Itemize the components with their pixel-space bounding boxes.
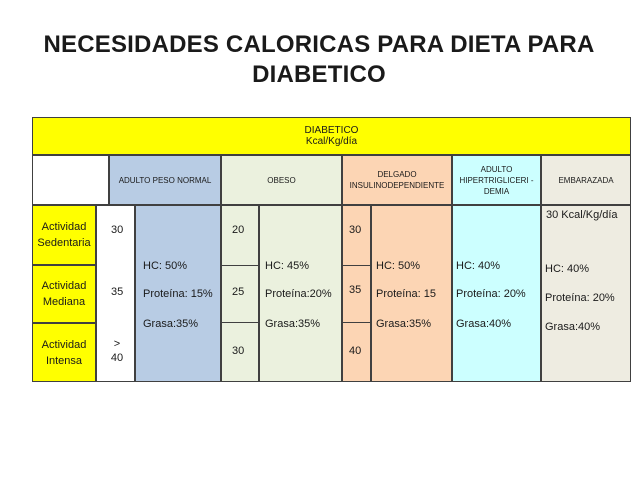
obeso-hc: HC: 45% bbox=[265, 260, 310, 272]
delgado-proteina: Proteína: 15 bbox=[376, 288, 436, 300]
apn-hc: HC: 50% bbox=[143, 260, 188, 272]
banner-units: Kcal/Kg/día bbox=[305, 136, 358, 147]
apn-macros-cell bbox=[135, 205, 221, 382]
obeso-kcal-mediana-box bbox=[221, 265, 259, 323]
banner-title: DIABETICO bbox=[304, 125, 359, 136]
apn-kcal-intensa: > 40 bbox=[110, 338, 124, 364]
delgado-grasa: Grasa:35% bbox=[376, 318, 432, 330]
row-label-intensa: Actividad Intensa bbox=[32, 323, 96, 382]
delgado-hc: HC: 50% bbox=[376, 260, 421, 272]
embarazada-kcal: 30 Kcal/Kg/día bbox=[546, 209, 618, 221]
embarazada-cell bbox=[541, 205, 631, 382]
apn-grasa: Grasa:35% bbox=[143, 318, 199, 330]
hipertrig-macros-cell bbox=[452, 205, 541, 382]
row-label-mediana: Actividad Mediana bbox=[32, 265, 96, 323]
delgado-kcal-mediana: 35 bbox=[349, 284, 362, 296]
header-obeso: OBESO bbox=[221, 155, 342, 205]
obeso-kcal-mediana: 25 bbox=[232, 286, 245, 298]
embarazada-hc: HC: 40% bbox=[545, 263, 590, 275]
embarazada-proteina: Proteína: 20% bbox=[545, 292, 615, 304]
header-adulto-peso-normal: ADULTO PESO NORMAL bbox=[109, 155, 221, 205]
table-banner: DIABETICO Kcal/Kg/día bbox=[32, 117, 631, 155]
hipertrig-grasa: Grasa:40% bbox=[456, 318, 512, 330]
header-corner bbox=[32, 155, 109, 205]
obeso-proteina: Proteína:20% bbox=[265, 288, 332, 300]
apn-kcal-column bbox=[96, 205, 135, 382]
row-label-sedentaria: Actividad Sedentaria bbox=[32, 205, 96, 265]
apn-proteina: Proteína: 15% bbox=[143, 288, 213, 300]
hipertrig-proteina: Proteína: 20% bbox=[456, 288, 526, 300]
header-delgado: DELGADO INSULINODEPENDIENTE bbox=[342, 155, 452, 205]
hipertrig-hc: HC: 40% bbox=[456, 260, 501, 272]
obeso-grasa: Grasa:35% bbox=[265, 318, 321, 330]
obeso-kcal-intensa: 30 bbox=[232, 345, 245, 357]
delgado-kcal-intensa: 40 bbox=[349, 345, 362, 357]
embarazada-grasa: Grasa:40% bbox=[545, 321, 601, 333]
delgado-kcal-sedentaria: 30 bbox=[349, 224, 362, 236]
header-embarazada: EMBARAZADA bbox=[541, 155, 631, 205]
delgado-kcal-mediana-box bbox=[342, 265, 371, 323]
apn-kcal-sedentaria: 30 bbox=[111, 224, 124, 236]
page-title: NECESIDADES CALORICAS PARA DIETA PARA DI… bbox=[43, 31, 595, 88]
header-hipertrigliceridemia: ADULTO HIPERTRIGLICERI - DEMIA bbox=[452, 155, 541, 205]
diet-table: DIABETICO Kcal/Kg/día ADULTO PESO NORMAL… bbox=[32, 117, 631, 382]
delgado-macros-cell bbox=[371, 205, 452, 382]
obeso-kcal-sedentaria: 20 bbox=[232, 224, 245, 236]
obeso-macros-cell bbox=[259, 205, 342, 382]
apn-kcal-mediana: 35 bbox=[111, 286, 124, 298]
